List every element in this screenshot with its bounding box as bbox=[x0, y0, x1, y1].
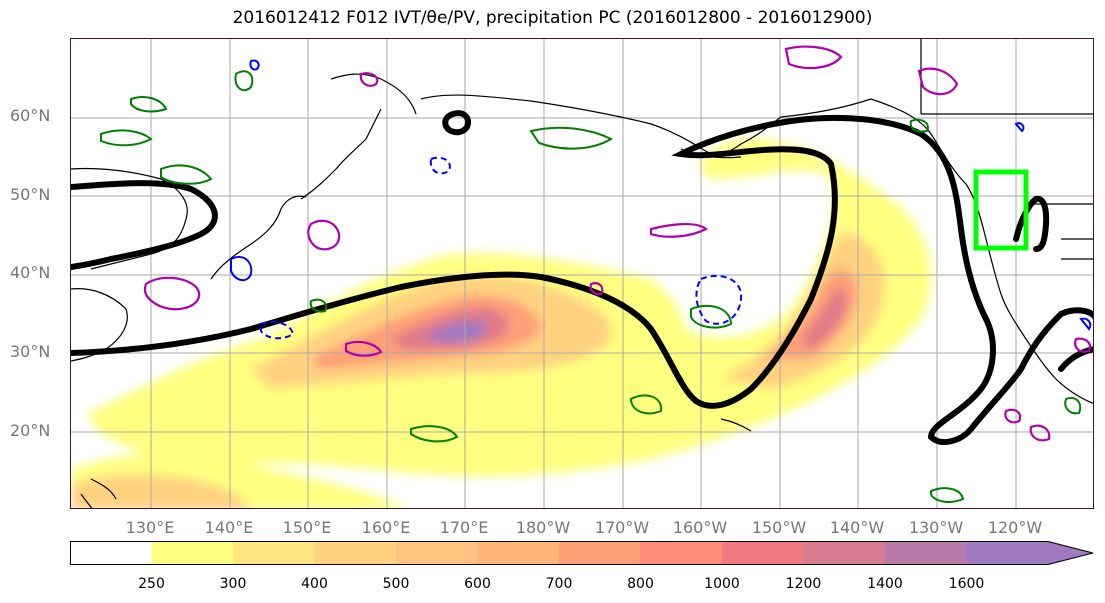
lon-label-140e: 140°E bbox=[204, 518, 254, 537]
lon-label-160e: 160°E bbox=[361, 518, 411, 537]
lon-label-130w: 130°W bbox=[908, 518, 964, 537]
colorbar-segment bbox=[477, 541, 560, 565]
colorbar-tick-label: 600 bbox=[464, 576, 491, 592]
lat-label-60n: 60°N bbox=[10, 106, 51, 125]
colorbar-segment bbox=[233, 541, 315, 565]
ivt-band-300-south bbox=[71, 474, 250, 508]
colorbar-segment bbox=[151, 541, 234, 565]
ivt-band-600-east bbox=[761, 269, 857, 359]
lat-label-30n: 30°N bbox=[10, 342, 51, 361]
colorbar-segment bbox=[803, 541, 886, 565]
colorbar-tick-label: 400 bbox=[301, 576, 328, 592]
lon-label-180w: 180°W bbox=[515, 518, 571, 537]
lon-label-160w: 160°W bbox=[672, 518, 728, 537]
colorbar-tick-label: 250 bbox=[138, 576, 165, 592]
lon-label-170w: 170°W bbox=[594, 518, 650, 537]
ivt-band-1400 bbox=[426, 320, 487, 343]
lon-label-170e: 170°E bbox=[439, 518, 489, 537]
colorbar-segment bbox=[722, 541, 804, 565]
colorbar-svg bbox=[70, 541, 1094, 565]
lat-label-20n: 20°N bbox=[10, 421, 51, 440]
lat-label-40n: 40°N bbox=[10, 263, 51, 282]
colorbar-tick-label: 800 bbox=[627, 576, 654, 592]
colorbar-tick-label: 1200 bbox=[785, 576, 822, 592]
lon-label-140w: 140°W bbox=[829, 518, 885, 537]
lon-label-120w: 120°W bbox=[987, 518, 1043, 537]
colorbar-tick-label: 300 bbox=[219, 576, 247, 592]
pv-negative-contours bbox=[230, 59, 1092, 340]
colorbar-tick-label: 1600 bbox=[948, 576, 985, 592]
colorbar-segment bbox=[885, 541, 967, 565]
colorbar-tick-label: 700 bbox=[545, 576, 573, 592]
pv-positive-contours bbox=[143, 45, 1092, 442]
colorbar bbox=[70, 541, 1094, 565]
colorbar-segment bbox=[314, 541, 397, 565]
lon-label-130e: 130°E bbox=[125, 518, 175, 537]
colorbar-extension-arrow bbox=[1048, 541, 1094, 565]
colorbar-segment bbox=[966, 541, 1049, 565]
lon-label-150e: 150°E bbox=[282, 518, 332, 537]
precip-contours bbox=[100, 70, 1082, 503]
lon-label-150w: 150°W bbox=[751, 518, 807, 537]
map-title: 2016012412 F012 IVT/θe/PV, precipitation… bbox=[232, 8, 873, 28]
colorbar-segment bbox=[640, 541, 723, 565]
ivt-band-1000-east bbox=[801, 287, 847, 349]
colorbar-segment bbox=[559, 541, 641, 565]
colorbar-segment bbox=[70, 541, 152, 565]
colorbar-tick-label: 1400 bbox=[867, 576, 903, 592]
graticule bbox=[71, 39, 1093, 508]
map-canvas bbox=[71, 39, 1093, 508]
colorbar-segment bbox=[396, 541, 478, 565]
map-panel bbox=[70, 38, 1094, 509]
lat-label-50n: 50°N bbox=[10, 185, 51, 204]
region-highlight-box bbox=[973, 169, 1029, 251]
colorbar-tick-label: 1000 bbox=[704, 576, 740, 592]
colorbar-tick-label: 500 bbox=[382, 576, 410, 592]
